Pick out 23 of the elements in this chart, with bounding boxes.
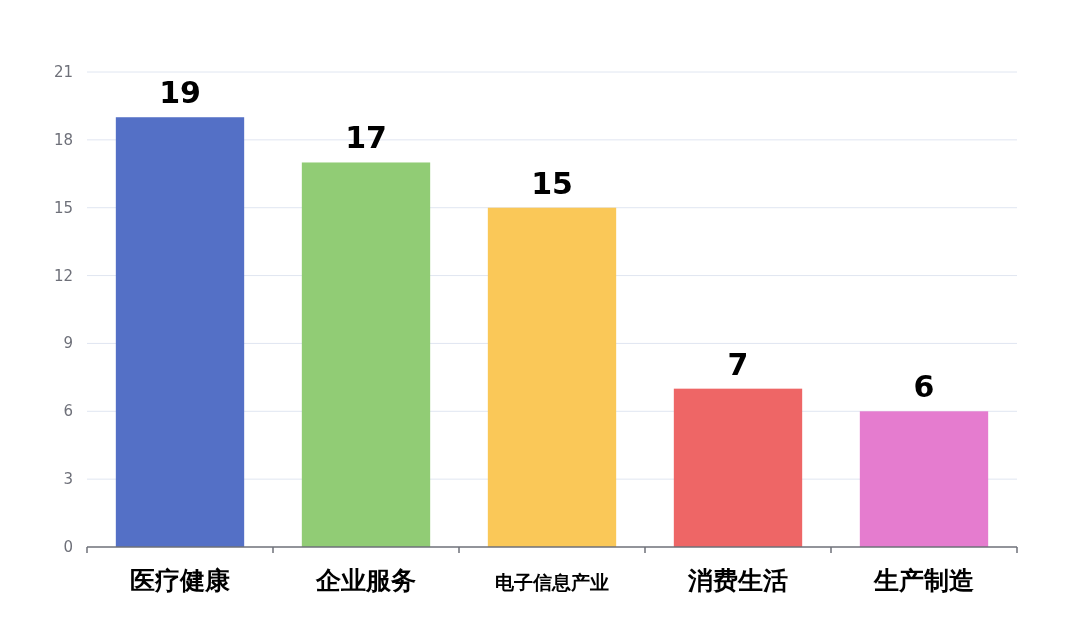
bar (115, 117, 245, 547)
data-label: 7 (727, 346, 749, 382)
x-tick-label: 企业服务 (315, 566, 416, 595)
y-tick-label: 15 (53, 198, 73, 217)
bar (487, 207, 617, 547)
y-tick-label: 21 (53, 63, 73, 81)
y-tick-label: 3 (63, 470, 73, 489)
bar (301, 162, 431, 547)
data-label: 15 (531, 165, 573, 201)
bar (859, 411, 989, 547)
y-tick-label: 18 (53, 130, 73, 149)
x-tick-label: 生产制造 (873, 566, 974, 595)
x-tick-label: 电子信息产业 (495, 571, 609, 593)
y-tick-label: 0 (63, 538, 73, 556)
x-tick-label: 消费生活 (687, 566, 788, 595)
y-tick-label: 6 (63, 402, 73, 421)
y-tick-label: 9 (63, 334, 73, 353)
x-tick-label: 医疗健康 (130, 566, 230, 595)
bar (673, 388, 803, 547)
data-label: 19 (159, 75, 201, 111)
data-label: 6 (913, 369, 935, 405)
y-tick-label: 12 (53, 266, 73, 285)
data-label: 17 (345, 120, 387, 156)
